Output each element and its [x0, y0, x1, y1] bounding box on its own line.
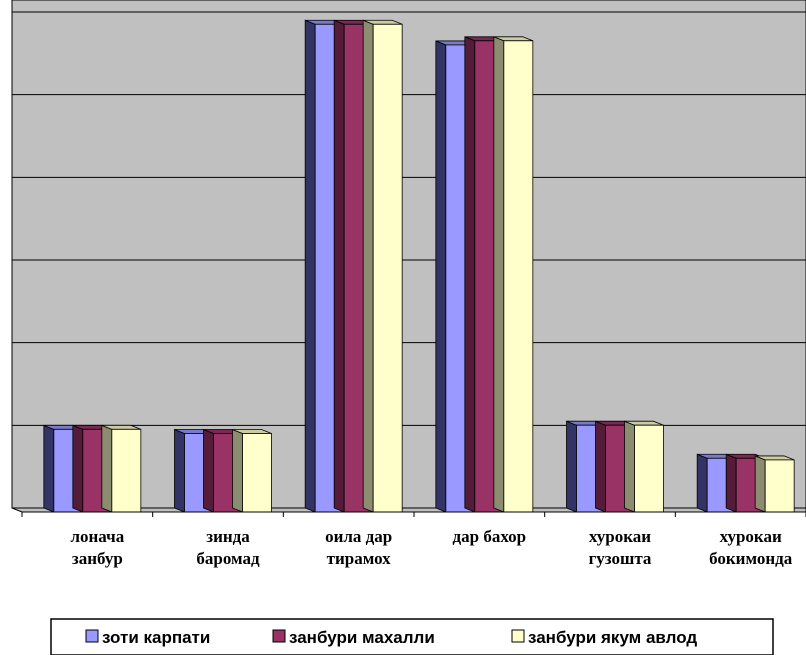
- category-label: дар бахор: [453, 527, 527, 546]
- bar-side: [333, 19, 345, 513]
- bar: [232, 428, 272, 513]
- bar-side: [595, 420, 606, 513]
- bar-front: [242, 433, 272, 513]
- bar-side: [696, 453, 708, 513]
- bar-side: [101, 424, 113, 513]
- bar-side: [566, 420, 577, 513]
- bar-side: [72, 424, 84, 513]
- category-label: тирамох: [327, 549, 392, 568]
- bar-side: [624, 420, 635, 513]
- legend-label: занбури якум авлод: [528, 628, 697, 647]
- legend-label: зоти карпати: [102, 628, 210, 647]
- category-label: лонача: [70, 527, 124, 546]
- category-label: бокимонда: [709, 549, 793, 568]
- legend-swatch: [85, 629, 99, 643]
- bar-front: [372, 23, 403, 513]
- bar-side: [754, 455, 766, 513]
- legend-box: [50, 618, 774, 655]
- bar-side: [362, 19, 374, 513]
- category-labels: лонача занбур зинда баромад оила дар тирамох д…: [21, 511, 806, 568]
- bar-front: [764, 459, 795, 513]
- legend-swatch: [272, 629, 286, 643]
- category-label: занбур: [72, 549, 123, 568]
- bar-side: [232, 428, 243, 513]
- legend-swatch: [511, 629, 525, 643]
- category-label: гузошта: [589, 549, 652, 568]
- bar: [493, 36, 534, 513]
- bar-front: [634, 424, 664, 513]
- bar: [754, 455, 795, 513]
- bar-side: [174, 428, 185, 513]
- category-label: баромад: [196, 549, 260, 568]
- bar-side: [464, 36, 476, 513]
- bar-side: [304, 19, 316, 513]
- bar: [362, 19, 403, 513]
- bar-side: [725, 453, 737, 513]
- bar: [101, 424, 142, 513]
- bar-side: [435, 40, 447, 513]
- bar-front: [503, 40, 534, 513]
- bar-front: [111, 428, 142, 513]
- category-label: хурокаи: [589, 527, 651, 546]
- bar-side: [43, 424, 55, 513]
- legend: зоти карпати занбури махалли занбури якум …: [50, 618, 774, 655]
- category-label: зинда: [206, 527, 250, 546]
- category-label: оила дар: [325, 527, 392, 546]
- legend-label: занбури махалли: [289, 628, 435, 647]
- back-wall: [11, 0, 806, 509]
- bar-side: [203, 428, 214, 513]
- category-label: хурокаи: [720, 527, 782, 546]
- bar: [624, 420, 664, 513]
- bar-side: [493, 36, 505, 513]
- gridlines: [12, 11, 806, 426]
